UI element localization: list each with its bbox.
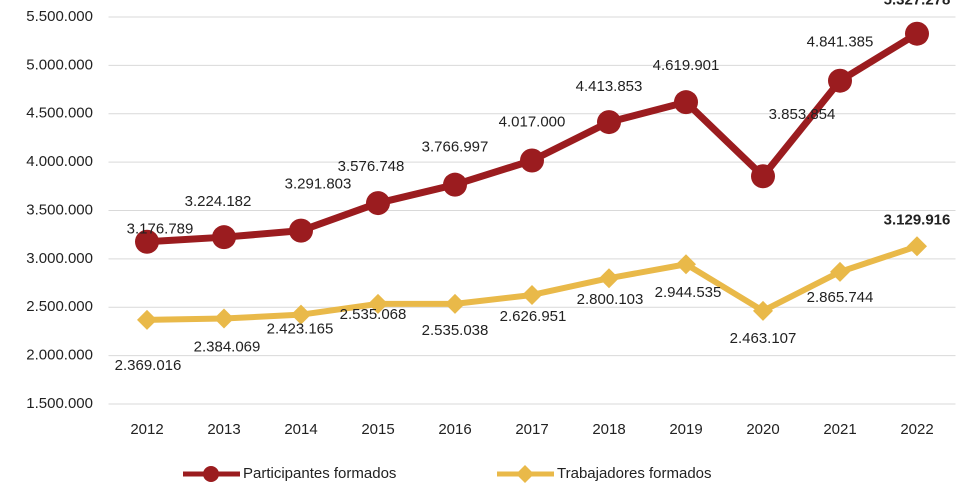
point	[214, 308, 234, 329]
data-label: 2.423.165	[267, 321, 334, 338]
data-label: 3.224.182	[185, 193, 252, 210]
y-tick-label: 5.000.000	[26, 56, 93, 73]
data-label: 2.384.069	[194, 338, 261, 355]
data-label: 4.413.853	[576, 78, 643, 95]
y-tick-label: 4.000.000	[26, 153, 93, 170]
data-label: 4.017.000	[499, 113, 566, 130]
series: 2.369.016 2.384.069 2.423.165 2.535.068 2.53…	[115, 211, 951, 374]
data-label: 4.841.385	[807, 34, 874, 51]
data-label: 3.766.997	[422, 139, 489, 156]
x-tick-label: 2022	[900, 421, 933, 438]
point	[366, 191, 390, 216]
x-tick-label: 2015	[361, 421, 394, 438]
point	[905, 21, 929, 46]
point	[443, 172, 467, 197]
x-tick-label: 2020	[746, 421, 779, 438]
data-label: 4.619.901	[653, 57, 720, 74]
y-tick-label: 3.000.000	[26, 250, 93, 267]
legend-marker	[516, 465, 534, 483]
data-label: 2.944.535	[655, 284, 722, 301]
x-tick-label: 2021	[823, 421, 856, 438]
point	[674, 90, 698, 115]
point	[445, 293, 465, 314]
point	[289, 218, 313, 243]
data-label: 3.853.854	[769, 106, 836, 123]
legend-label: Trabajadores formados	[557, 465, 712, 482]
y-tick-label: 1.500.000	[26, 395, 93, 412]
x-tick-label: 2016	[438, 421, 471, 438]
x-tick-label: 2012	[130, 421, 163, 438]
data-label: 3.291.803	[285, 176, 352, 193]
x-tick-label: 2019	[669, 421, 702, 438]
legend-marker	[203, 466, 219, 482]
data-label: 3.129.916	[884, 211, 951, 228]
point	[520, 148, 544, 173]
point	[907, 236, 927, 257]
y-tick-label: 4.500.000	[26, 105, 93, 122]
y-tick-label: 2.500.000	[26, 298, 93, 315]
point	[291, 304, 311, 325]
point	[828, 68, 852, 93]
data-label: 2.535.038	[422, 322, 489, 339]
point	[135, 229, 159, 254]
x-tick-label: 2014	[284, 421, 317, 438]
y-tick-label: 3.500.000	[26, 201, 93, 218]
y-tick-label: 5.500.000	[26, 8, 93, 25]
point	[212, 225, 236, 250]
point	[676, 254, 696, 275]
point	[751, 164, 775, 189]
data-label: 2.463.107	[730, 330, 797, 347]
data-label: 2.535.068	[340, 306, 407, 323]
point	[753, 300, 773, 321]
x-tick-label: 2013	[207, 421, 240, 438]
point	[368, 293, 388, 314]
data-label: 2.626.951	[500, 308, 567, 325]
x-tick-label: 2018	[592, 421, 625, 438]
point	[597, 110, 621, 135]
data-label: 2.865.744	[807, 289, 874, 306]
data-label: 3.176.789	[127, 221, 194, 238]
legend: Participantes formados Trabajadores form…	[183, 465, 712, 483]
point	[137, 309, 157, 330]
data-label: 2.800.103	[577, 291, 644, 308]
data-label: 5.327.278	[884, 0, 951, 9]
data-label: 3.576.748	[338, 158, 405, 175]
y-tick-label: 2.000.000	[26, 347, 93, 364]
point	[830, 261, 850, 282]
x-tick-label: 2017	[515, 421, 548, 438]
point	[522, 284, 542, 305]
legend-label: Participantes formados	[243, 465, 396, 482]
point	[599, 268, 619, 289]
data-label: 2.369.016	[115, 357, 182, 374]
